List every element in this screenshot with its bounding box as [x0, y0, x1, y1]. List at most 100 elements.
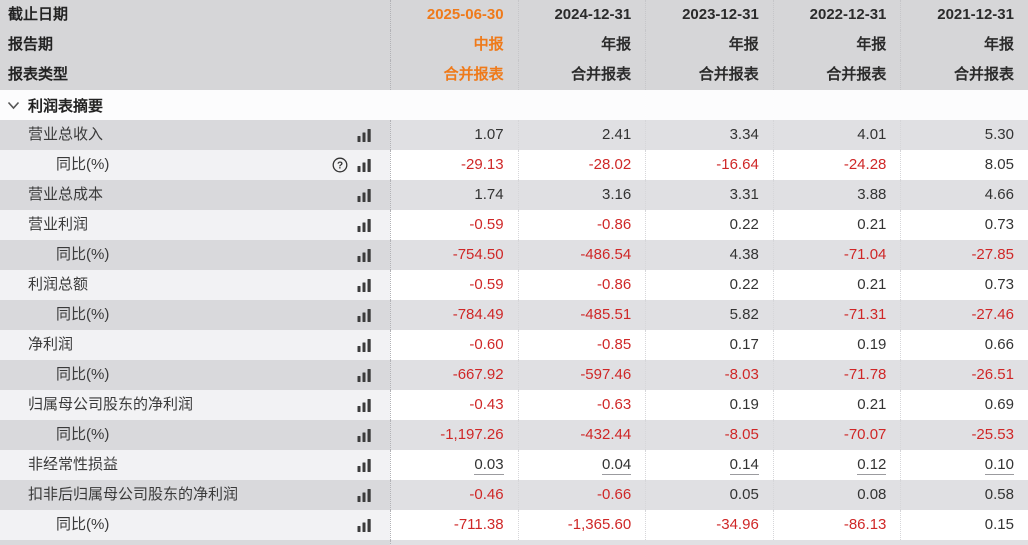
bar-chart-icon[interactable] — [357, 278, 372, 292]
header-col-date: 2021-12-31 — [900, 0, 1028, 30]
cell-value: -0.63 — [596, 396, 632, 413]
bar-chart-icon[interactable] — [357, 248, 372, 262]
table-header: 截止日期 2025-06-30 2024-12-31 2023-12-31 2022-1… — [0, 0, 1028, 90]
value-cell: -0.59 — [390, 210, 518, 240]
bar-chart-icon[interactable] — [357, 338, 372, 352]
bar-chart-icon[interactable] — [357, 218, 372, 232]
cell-value: 0.19 — [857, 336, 887, 353]
row-icons — [357, 308, 372, 322]
value-cell: 1.74 — [390, 180, 518, 210]
value-cell: -71.78 — [772, 360, 901, 390]
value-cell: -784.49 — [390, 300, 518, 330]
cell-value: 0.10 — [984, 456, 1014, 475]
cell-value: -485.51 — [580, 306, 632, 323]
header-col-period: 年报 — [772, 30, 901, 60]
value-cell: 0.10 — [900, 450, 1028, 480]
cell-value: 3.31 — [729, 186, 759, 203]
row-label: 同比(%) — [56, 306, 110, 323]
cell-value: 0.21 — [857, 276, 887, 293]
cell-value: 3.88 — [857, 186, 887, 203]
chevron-down-icon — [7, 101, 20, 109]
cell-value: -0.85 — [596, 336, 632, 353]
cell-value: -784.49 — [452, 306, 504, 323]
question-mark-icon[interactable]: ? — [332, 157, 348, 173]
bar-chart-icon[interactable] — [357, 308, 372, 322]
value-cell: -0.85 — [517, 330, 646, 360]
cell-value: 5.30 — [984, 126, 1014, 143]
bar-chart-icon[interactable] — [357, 398, 372, 412]
value-cell: -16.64 — [645, 150, 773, 180]
header-col-period: 年报 — [645, 30, 773, 60]
bar-chart-icon[interactable] — [357, 518, 372, 532]
bar-chart-icon[interactable] — [357, 188, 372, 202]
header-col-report_type: 合并报表 — [517, 60, 646, 90]
cell-value: -0.59 — [469, 216, 504, 233]
header-col-period: 中报 — [390, 30, 518, 60]
cell-value: 0.05 — [729, 486, 759, 503]
row-label-cell: 营业总成本 — [0, 180, 390, 210]
cell-value: 0.17 — [729, 336, 759, 353]
cell-value: -16.64 — [716, 156, 759, 173]
value-cell: 0.03 — [390, 450, 518, 480]
value-cell: 4.38 — [645, 240, 773, 270]
value-cell: 0.22 — [645, 270, 773, 300]
cell-value: -86.13 — [843, 516, 887, 533]
value-cell: 0.19 — [772, 330, 901, 360]
value-cell: -26.51 — [900, 360, 1028, 390]
cell-value: -597.46 — [580, 366, 632, 383]
value-cell: -28.02 — [517, 150, 646, 180]
value-cell: 4.01 — [772, 120, 901, 150]
value-cell: -34.96 — [645, 510, 773, 540]
cell-value: -34.96 — [716, 516, 759, 533]
cell-value: -29.13 — [461, 156, 504, 173]
cell-value: 1.07 — [474, 126, 504, 143]
value-cell: -0.46 — [390, 480, 518, 510]
row-icons — [357, 278, 372, 292]
header-col-period: 年报 — [900, 30, 1028, 60]
row-label: 扣非后归属母公司股东的净利润 — [28, 486, 239, 503]
cell-value: 0.66 — [984, 336, 1014, 353]
bar-chart-icon[interactable] — [357, 428, 372, 442]
bar-chart-icon[interactable] — [357, 128, 372, 142]
value-cell: 0.21 — [772, 270, 901, 300]
row-label: 非经常性损益 — [28, 456, 119, 473]
table-row: 同比(%) -754.50 -486.54 4.38 -71.04 -27.85 — [0, 240, 1028, 270]
cell-value: 0.21 — [857, 396, 887, 413]
cell-value: -1,197.26 — [440, 426, 504, 443]
row-icons — [357, 428, 372, 442]
section-title: 利润表摘要 — [28, 97, 104, 115]
table-row: 营业利润 -0.59 -0.86 0.22 0.21 0.73 — [0, 210, 1028, 240]
cell-value: 0.14 — [729, 456, 759, 475]
cell-value: 0.12 — [857, 456, 887, 475]
bar-chart-icon[interactable] — [357, 368, 372, 382]
clipped-row-value-cell — [390, 540, 1028, 545]
bar-chart-icon[interactable] — [357, 488, 372, 502]
cell-value: 5.82 — [729, 306, 759, 323]
section-header-income-statement-summary[interactable]: 利润表摘要 — [0, 90, 1028, 120]
value-cell: -0.63 — [517, 390, 646, 420]
clipped-next-row — [0, 540, 1028, 545]
cell-value: 3.16 — [601, 186, 632, 203]
value-cell: -0.60 — [390, 330, 518, 360]
cell-value: -8.03 — [724, 366, 759, 383]
value-cell: -1,365.60 — [517, 510, 646, 540]
header-col-period: 年报 — [517, 30, 646, 60]
cell-value: -0.86 — [596, 276, 632, 293]
value-cell: 3.88 — [772, 180, 901, 210]
value-cell: 0.22 — [645, 210, 773, 240]
header-row-label: 报告期 — [8, 36, 54, 53]
cell-value: 2.41 — [601, 126, 632, 143]
cell-value: -70.07 — [843, 426, 887, 443]
cell-value: 0.19 — [729, 396, 759, 413]
header-col-report_type: 合并报表 — [772, 60, 901, 90]
value-cell: 0.14 — [645, 450, 773, 480]
row-icons — [357, 488, 372, 502]
cell-value: -1,365.60 — [567, 516, 632, 533]
header-col-date: 2024-12-31 — [517, 0, 646, 30]
row-label-cell: 扣非后归属母公司股东的净利润 — [0, 480, 390, 510]
bar-chart-icon[interactable] — [357, 158, 372, 172]
cell-value: -0.60 — [469, 336, 504, 353]
row-label: 营业利润 — [28, 216, 89, 233]
bar-chart-icon[interactable] — [357, 458, 372, 472]
